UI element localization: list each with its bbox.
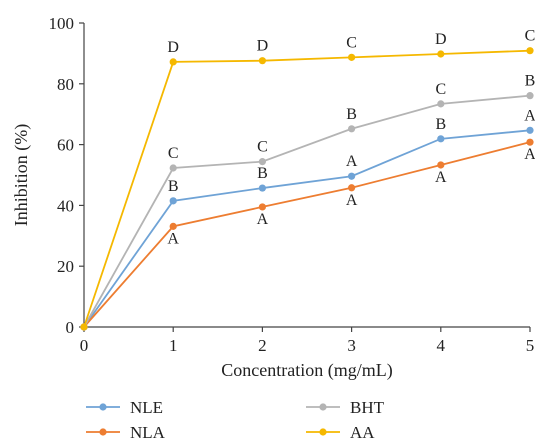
data-label-nla: A: [435, 169, 447, 186]
data-point-aa: [258, 57, 266, 65]
legend-swatch-marker: [99, 403, 107, 411]
x-tick-label: 4: [437, 336, 446, 355]
series-line-bht: [83, 94, 531, 328]
series-line-nle: [83, 129, 531, 328]
data-label-aa: D: [435, 31, 447, 48]
legend-item-aa: AA: [306, 423, 375, 441]
data-point-nla: [169, 222, 177, 230]
data-point-nle: [348, 172, 356, 180]
legend-label: AA: [350, 423, 375, 441]
legend-swatch-marker: [319, 403, 327, 411]
data-point-nle: [258, 184, 266, 192]
data-point-bht: [526, 92, 534, 100]
data-label-nle: B: [257, 165, 268, 182]
data-label-aa: C: [346, 34, 357, 51]
y-tick-label: 100: [49, 14, 75, 33]
legend-item-bht: BHT: [306, 398, 385, 417]
y-tick-label: 40: [57, 196, 74, 215]
data-label-bht: B: [346, 106, 357, 123]
data-point-aa: [348, 53, 356, 61]
series-aa: [80, 47, 534, 331]
series-layer: [80, 47, 534, 331]
data-point-aa: [169, 58, 177, 66]
data-label-aa: C: [525, 28, 535, 45]
data-point-nla: [526, 138, 534, 146]
x-axis-title: Concentration (mg/mL): [221, 360, 392, 381]
data-label-aa: D: [257, 38, 269, 55]
data-label-nla: A: [257, 211, 269, 228]
legend-item-nla: NLA: [86, 423, 166, 441]
data-point-bht: [169, 164, 177, 172]
data-point-aa: [80, 323, 88, 331]
series-nle: [80, 126, 534, 331]
data-label-bht: C: [168, 145, 179, 162]
data-point-aa: [526, 47, 534, 55]
data-label-bht: C: [435, 81, 446, 98]
legend-label: NLE: [130, 398, 163, 417]
legend: NLE BHT NLA AA: [86, 398, 385, 441]
data-point-bht: [437, 100, 445, 108]
data-point-nle: [437, 135, 445, 143]
data-label-nla: A: [346, 192, 358, 209]
data-point-bht: [348, 125, 356, 133]
y-axis-title: Inhibition (%): [11, 124, 32, 226]
legend-label: BHT: [350, 398, 385, 417]
data-label-aa: D: [167, 39, 179, 56]
legend-swatch-marker: [319, 428, 327, 436]
series-line-nla: [83, 141, 531, 328]
y-tick-label: 60: [57, 136, 74, 155]
data-point-nla: [437, 161, 445, 169]
data-label-nla: A: [167, 230, 179, 247]
data-label-nle: B: [435, 116, 446, 133]
y-tick-label: 20: [57, 257, 74, 276]
y-tick-label: 0: [66, 318, 75, 337]
data-label-nla: A: [524, 146, 535, 163]
series-line-aa: [83, 49, 531, 328]
x-tick-label: 1: [169, 336, 178, 355]
data-point-aa: [437, 50, 445, 58]
x-tick-label: 2: [258, 336, 267, 355]
data-point-nla: [348, 184, 356, 192]
x-tick-label: 3: [347, 336, 356, 355]
data-label-nle: A: [346, 153, 358, 170]
data-label-bht: C: [257, 139, 268, 156]
axes: 0 20 40 60 80 100 0 1 2 3 4 5: [49, 14, 535, 355]
x-tick-label: 5: [526, 336, 535, 355]
data-label-nle: B: [168, 178, 179, 195]
legend-label: NLA: [130, 423, 166, 441]
data-point-bht: [258, 158, 266, 166]
data-point-nle: [526, 126, 534, 134]
legend-item-nle: NLE: [86, 398, 163, 417]
x-tick-label: 0: [80, 336, 89, 355]
y-tick-label: 80: [57, 75, 74, 94]
legend-swatch-marker: [99, 428, 107, 436]
data-point-nle: [169, 197, 177, 205]
series-bht: [80, 92, 534, 331]
data-label-nle: A: [524, 107, 535, 124]
data-label-bht: B: [525, 73, 535, 90]
data-point-nla: [258, 203, 266, 211]
